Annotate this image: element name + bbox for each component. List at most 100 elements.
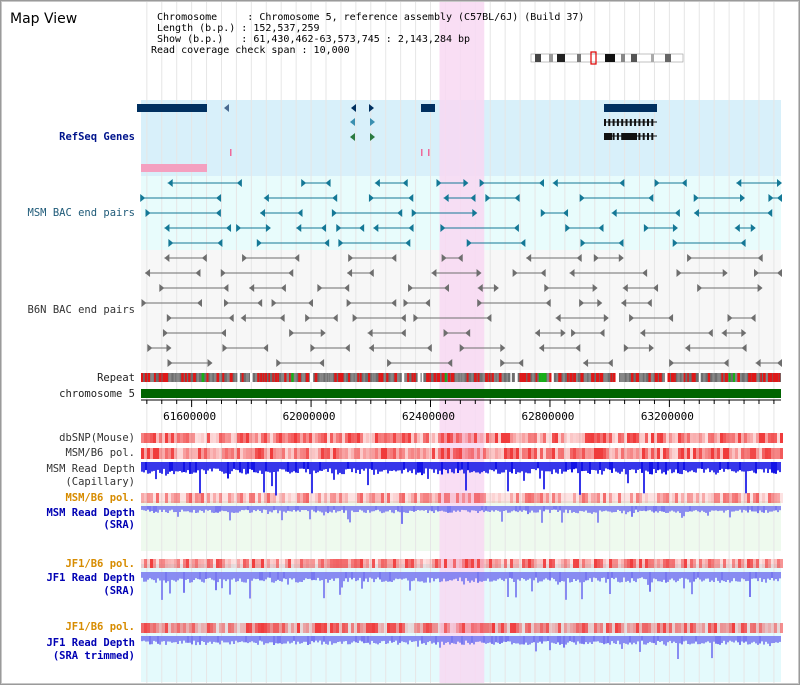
depth-bar — [389, 506, 391, 510]
track-label-refseq-genes[interactable]: RefSeq Genes — [59, 131, 135, 143]
repeat-feature — [770, 373, 773, 382]
depth-bar — [731, 462, 733, 472]
polymorphism-cell — [753, 493, 756, 503]
track-label-msm-depth-sra[interactable]: MSM Read Depth — [46, 507, 135, 519]
track-label-msm-b6-pol-2[interactable]: MSM/B6 pol. — [65, 492, 135, 504]
track-label-dbsnp[interactable]: dbSNP(Mouse) — [59, 432, 135, 444]
polymorphism-cell — [174, 433, 177, 443]
bac-end-arrow — [338, 239, 344, 247]
polymorphism-cell — [180, 493, 183, 503]
polymorphism-cell — [447, 559, 450, 568]
polymorphism-cell — [735, 493, 738, 503]
polymorphism-cell — [153, 448, 156, 459]
depth-bar — [471, 572, 473, 581]
depth-bar — [185, 506, 187, 512]
polymorphism-cell — [576, 623, 579, 633]
track-label-jf1-depth-sra[interactable]: JF1 Read Depth — [46, 572, 135, 584]
track-label-jf1-b6-pol-1[interactable]: JF1/B6 pol. — [65, 558, 135, 570]
polymorphism-cell — [258, 493, 261, 503]
depth-bar — [619, 462, 621, 474]
ideogram-band — [665, 54, 671, 62]
polymorphism-cell — [627, 493, 630, 503]
polymorphism-cell — [714, 623, 717, 633]
polymorphism-cell — [621, 559, 624, 568]
polymorphism-cell — [711, 559, 714, 568]
depth-bar — [147, 462, 149, 474]
track-label-msm-b6-pol-1[interactable]: MSM/B6 pol. — [65, 447, 135, 459]
depth-bar — [441, 462, 443, 475]
depth-bar — [247, 636, 249, 644]
polymorphism-cell — [336, 559, 339, 568]
depth-bar — [269, 506, 271, 512]
depth-bar — [183, 462, 185, 472]
bac-end-arrow — [576, 254, 582, 262]
polymorphism-cell — [531, 433, 534, 443]
depth-bar — [265, 506, 267, 510]
depth-bar — [727, 636, 729, 643]
depth-bar — [535, 462, 537, 471]
repeat-feature — [222, 373, 225, 382]
depth-bar — [223, 572, 225, 580]
depth-bar — [349, 636, 351, 645]
depth-bar — [675, 572, 677, 583]
repeat-feature — [168, 373, 172, 382]
depth-bar — [225, 462, 227, 474]
polymorphism-cell — [690, 623, 693, 633]
depth-bar — [741, 506, 743, 513]
polymorphism-cell — [159, 433, 162, 443]
polymorphism-cell — [459, 493, 462, 503]
polymorphism-cell — [501, 623, 504, 633]
polymorphism-cell — [390, 559, 393, 568]
depth-bar — [371, 572, 373, 579]
polymorphism-cell — [408, 433, 411, 443]
info-chromosome: Chromosome : Chromosome 5, reference ass… — [157, 12, 585, 23]
polymorphism-cell — [747, 433, 750, 443]
bac-end-arrow — [777, 269, 782, 277]
repeat-feature — [219, 373, 222, 382]
depth-bar — [513, 636, 515, 643]
depth-bar — [423, 572, 425, 583]
track-label-msm-bac[interactable]: MSM BAC end pairs — [27, 207, 135, 219]
depth-bar — [721, 506, 723, 511]
depth-bar — [279, 506, 281, 511]
track-label-msm-depth-capillary[interactable]: MSM Read Depth — [46, 463, 135, 475]
depth-bar — [717, 462, 719, 473]
track-label-b6n-bac[interactable]: B6N BAC end pairs — [27, 304, 135, 316]
polymorphism-cell — [708, 623, 711, 633]
depth-bar — [395, 506, 397, 510]
bac-end-arrow — [555, 314, 561, 322]
polymorphism-cell — [462, 493, 465, 503]
repeat-feature — [272, 373, 274, 382]
polymorphism-cell — [177, 448, 180, 459]
polymorphism-cell — [756, 623, 759, 633]
polymorphism-cell — [777, 623, 780, 633]
depth-bar — [493, 572, 495, 581]
polymorphism-cell — [408, 559, 411, 568]
polymorphism-cell — [327, 493, 330, 503]
depth-bar — [167, 506, 169, 513]
depth-bar — [591, 572, 593, 582]
depth-bar — [689, 572, 691, 583]
depth-bar — [349, 462, 351, 469]
depth-bar — [399, 636, 401, 643]
polymorphism-cell — [414, 559, 417, 568]
track-label-jf1-depth-trimmed[interactable]: JF1 Read Depth — [46, 637, 135, 649]
polymorphism-cell — [210, 493, 213, 503]
depth-bar — [267, 506, 269, 514]
depth-bar — [403, 636, 405, 643]
polymorphism-cell — [351, 493, 354, 503]
depth-bar — [299, 636, 301, 644]
depth-bar — [497, 506, 499, 511]
depth-bar — [551, 462, 553, 475]
polymorphism-cell — [297, 623, 300, 633]
depth-bar — [745, 572, 747, 582]
depth-bar — [253, 506, 255, 511]
depth-bar — [167, 462, 169, 474]
track-label-jf1-b6-pol-2[interactable]: JF1/B6 pol. — [65, 621, 135, 633]
depth-bar — [425, 636, 427, 645]
depth-bar — [413, 636, 415, 642]
repeat-feature — [421, 373, 424, 382]
polymorphism-cell — [177, 623, 180, 633]
polymorphism-cell — [543, 559, 546, 568]
depth-bar — [255, 506, 257, 512]
